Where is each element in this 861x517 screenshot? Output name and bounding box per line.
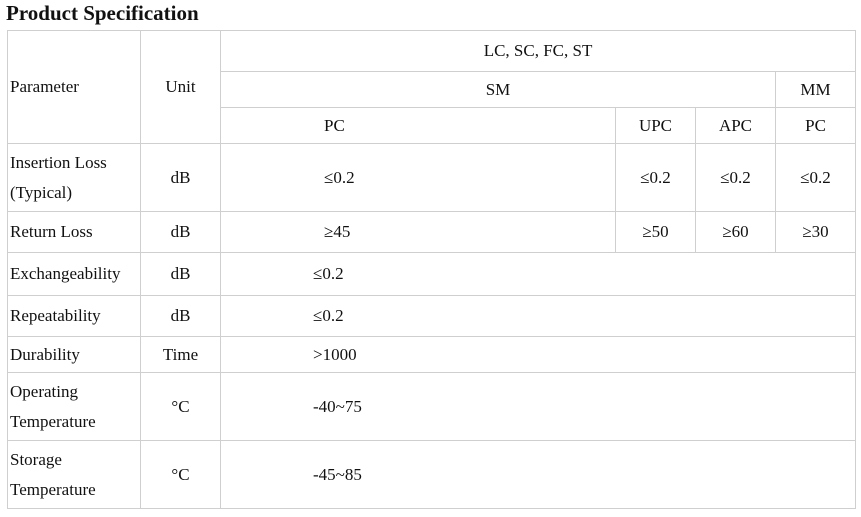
parameter-cell: Insertion Loss (Typical) — [7, 143, 141, 212]
unit-cell: dB — [140, 252, 221, 296]
unit-cell: dB — [140, 143, 221, 212]
parameter-cell: Storage Temperature — [7, 440, 141, 509]
unit-cell: dB — [140, 295, 221, 337]
value-cell: >1000 — [219, 336, 857, 373]
unit-cell: Time — [140, 336, 221, 373]
value-cell: ≤0.2 — [219, 252, 857, 296]
value-cell: ≤0.2 — [219, 295, 857, 337]
unit-cell: °C — [140, 372, 221, 441]
header-cell: PC — [220, 107, 616, 144]
parameter-cell: Return Loss — [7, 211, 141, 253]
header-cell: MM — [774, 71, 857, 108]
spec-table: Parameter Unit LC, SC, FC, ST SM MM PC U… — [7, 30, 857, 509]
header-cell: Parameter — [7, 30, 141, 144]
header-cell: LC, SC, FC, ST — [219, 30, 857, 72]
value-cell: ≤0.2 — [774, 143, 857, 212]
parameter-cell: Operating Temperature — [7, 372, 141, 441]
value-cell: -40~75 — [219, 372, 857, 441]
value-cell: ≤0.2 — [695, 143, 776, 212]
table-row: Operating Temperature °C -40~75 — [7, 372, 857, 441]
value-cell: ≥30 — [774, 211, 857, 253]
value-cell: ≤0.2 — [615, 143, 696, 212]
parameter-cell: Repeatability — [7, 295, 141, 337]
value-cell: ≥60 — [695, 211, 776, 253]
value-cell: -45~85 — [219, 440, 857, 509]
parameter-cell: Exchangeability — [7, 252, 141, 296]
value-cell: ≥45 — [220, 211, 616, 253]
table-row: Exchangeability dB ≤0.2 — [7, 252, 857, 296]
unit-cell: °C — [140, 440, 221, 509]
header-cell: APC — [695, 107, 776, 144]
table-row: Durability Time >1000 — [7, 336, 857, 373]
table-row: Return Loss dB ≥45 ≥50 ≥60 ≥30 — [7, 211, 857, 253]
header-cell: PC — [774, 107, 857, 144]
parameter-cell: Durability — [7, 336, 141, 373]
title: Product Specification — [6, 1, 199, 25]
header-cell: UPC — [615, 107, 696, 144]
table-row: Repeatability dB ≤0.2 — [7, 295, 857, 337]
value-cell: ≤0.2 — [220, 143, 616, 212]
value-cell: ≥50 — [615, 211, 696, 253]
table-row: Storage Temperature °C -45~85 — [7, 440, 857, 509]
table-row: Insertion Loss (Typical) dB ≤0.2 ≤0.2 ≤0.2 ≤0… — [7, 143, 857, 212]
header-cell: SM — [220, 71, 776, 108]
unit-cell: dB — [140, 211, 221, 253]
header-cell: Unit — [140, 30, 221, 144]
